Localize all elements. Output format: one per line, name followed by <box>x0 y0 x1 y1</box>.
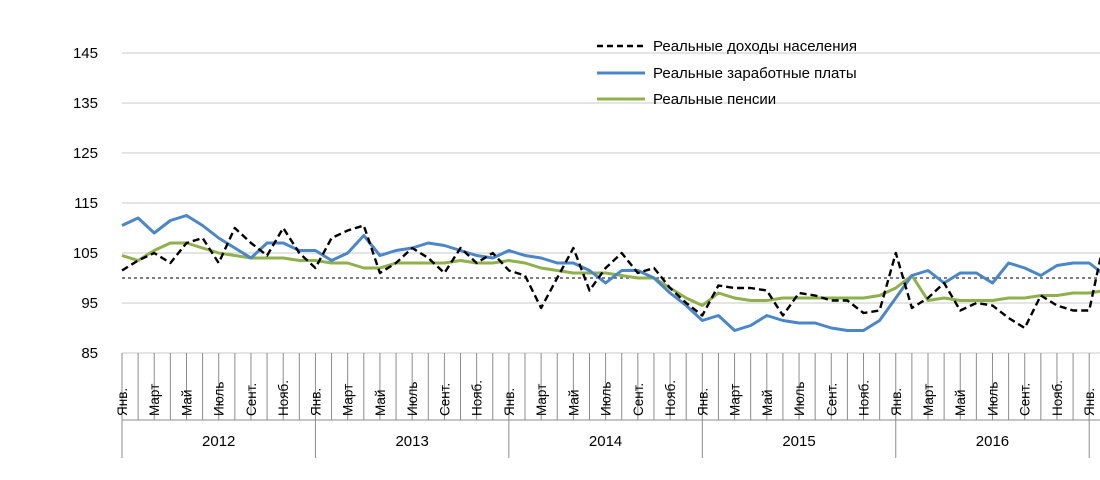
x-tick-label: Сент. <box>437 383 452 416</box>
series-line-pensions <box>121 241 1100 307</box>
x-tick-label: Май <box>760 390 775 416</box>
x-tick-label: Июль <box>405 382 420 416</box>
x-tick-label: Нояб. <box>857 380 872 416</box>
x-tick-label: Май <box>373 390 388 416</box>
x-tick-label: Сент. <box>824 383 839 416</box>
x-tick-label: Май <box>179 390 194 416</box>
y-tick-label: 135 <box>73 95 98 112</box>
y-tick-label: 105 <box>73 245 98 262</box>
legend-label-income: Реальные доходы населения <box>653 38 857 55</box>
x-tick-label: Март <box>534 384 549 416</box>
y-tick-label: 95 <box>81 295 98 312</box>
x-tick-label: Янв. <box>889 388 904 416</box>
x-tick-label: Сент. <box>631 383 646 416</box>
x-tick-label: Сент. <box>244 383 259 416</box>
legend-label-pensions: Реальные пенсии <box>653 91 776 108</box>
series-line-wages <box>121 214 1100 332</box>
year-label: 2016 <box>976 433 1009 450</box>
x-tick-label: Нояб. <box>663 380 678 416</box>
legend-label-wages: Реальные заработные платы <box>653 65 857 82</box>
x-tick-label: Март <box>147 384 162 416</box>
year-label: 2012 <box>202 433 235 450</box>
year-label: 2014 <box>589 433 622 450</box>
y-tick-label: 145 <box>73 45 98 62</box>
x-tick-label: Июль <box>985 382 1000 416</box>
x-tick-label: Нояб. <box>276 380 291 416</box>
y-tick-label: 115 <box>74 195 98 212</box>
y-tick-label: 85 <box>81 345 98 362</box>
x-tick-label: Янв. <box>308 388 323 416</box>
x-tick-label: Март <box>341 384 356 416</box>
series-line-income <box>121 224 1100 330</box>
x-tick-label: Нояб. <box>470 380 485 416</box>
year-label: 2015 <box>782 433 815 450</box>
x-tick-label: Янв. <box>502 388 517 416</box>
x-tick-label: Янв. <box>115 388 130 416</box>
x-tick-label: Июль <box>599 382 614 416</box>
y-tick-label: 125 <box>73 145 98 162</box>
x-tick-label: Сент. <box>1018 383 1033 416</box>
x-tick-label: Март <box>921 384 936 416</box>
year-label: 2013 <box>395 433 428 450</box>
x-tick-label: Янв. <box>695 388 710 416</box>
x-tick-label: Нояб. <box>1050 380 1065 416</box>
x-tick-label: Июль <box>212 382 227 416</box>
x-tick-label: Янв. <box>1082 388 1097 416</box>
x-tick-label: Май <box>953 390 968 416</box>
x-tick-label: Март <box>728 384 743 416</box>
x-tick-label: Июль <box>792 382 807 416</box>
x-tick-label: Май <box>566 390 581 416</box>
